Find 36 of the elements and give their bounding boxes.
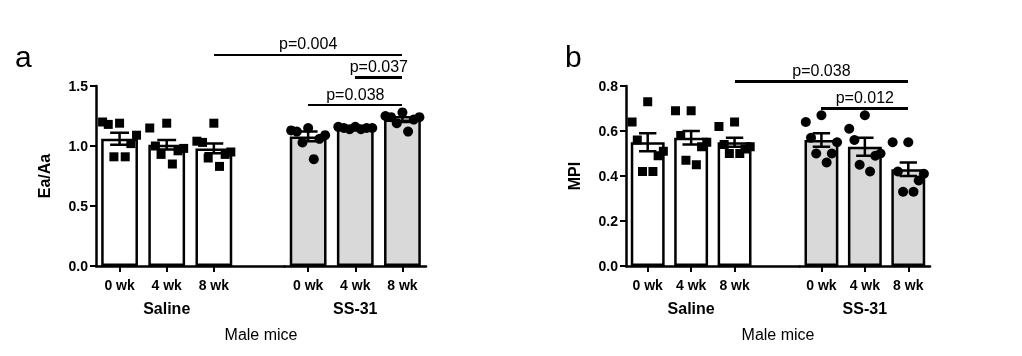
x-tick-label: 0 wk [632,277,664,293]
y-tick-label: 1.0 [68,138,89,154]
x-tick-label: 8 wk [719,277,750,293]
annotation: p=0.012 [835,89,895,106]
x-tick-label: 8 wk [893,277,924,293]
y-tick-label: 0.0 [68,258,89,274]
y-tick-label: 0.8 [598,78,619,94]
x-tick-label: 0 wk [104,277,135,293]
x-tick-label: 4 wk [151,277,183,293]
y-tick-label: 1.5 [68,78,89,94]
annotation: p=0.038 [326,85,385,103]
x-axis-title: Saline [143,299,191,317]
x-tick-label: 8 wk [198,277,230,293]
y-axis-title: MPI [565,161,583,191]
y-axis-title: Ea/Aa [35,153,53,199]
y-tick-label: 0.5 [68,198,89,214]
x-tick-label: 0 wk [806,277,837,293]
y-tick-label: 0.0 [598,258,619,274]
text: p=0.037 [349,58,409,76]
y-tick-label: 0.2 [598,213,619,229]
x-tick-label: 0 wk [292,277,324,293]
x-tick-label: 4 wk [340,277,371,293]
text: p=0.004 [279,35,338,53]
x-tick-label: 4 wk [849,277,881,293]
x-axis-title: Saline [667,299,715,317]
x-axis-title: SS-31 [333,299,378,317]
chart-title: b [565,39,582,73]
text: p=0.038 [792,62,851,79]
chart-title: a [15,39,32,73]
text: Male mice [224,325,298,343]
y-tick-label: 0.4 [598,168,619,184]
x-axis-title: SS-31 [842,299,888,317]
x-tick-label: 4 wk [675,277,707,293]
text: Male mice [741,325,815,343]
x-tick-label: 8 wk [387,277,418,293]
y-tick-label: 0.6 [598,123,619,139]
